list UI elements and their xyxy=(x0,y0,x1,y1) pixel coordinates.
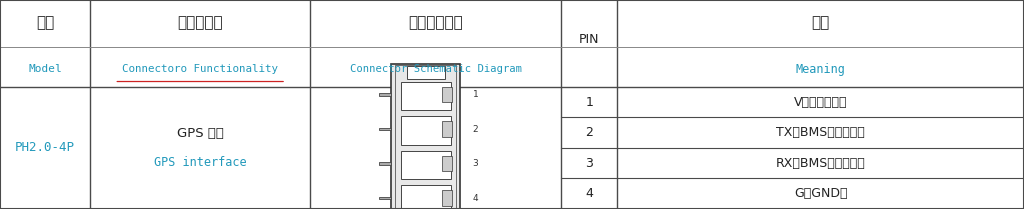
Text: Connector Schematic Diagram: Connector Schematic Diagram xyxy=(349,64,522,74)
Text: 1: 1 xyxy=(473,90,478,99)
Text: 接插件示意图: 接插件示意图 xyxy=(409,15,463,30)
Text: PIN: PIN xyxy=(579,33,600,46)
Bar xyxy=(407,66,444,79)
Bar xyxy=(441,121,452,137)
Text: 2: 2 xyxy=(473,125,478,134)
Bar xyxy=(391,64,461,209)
Text: GPS interface: GPS interface xyxy=(154,156,247,169)
Text: Connectoro Functionality: Connectoro Functionality xyxy=(122,64,279,74)
Text: 含义: 含义 xyxy=(812,15,829,30)
Bar xyxy=(379,128,391,130)
Bar xyxy=(379,93,391,96)
Text: Meaning: Meaning xyxy=(796,63,846,76)
Bar xyxy=(441,156,452,171)
Bar xyxy=(379,197,391,199)
Text: V（电池总正）: V（电池总正） xyxy=(794,96,848,108)
Bar xyxy=(441,190,452,206)
Text: PH2.0-4P: PH2.0-4P xyxy=(15,141,75,154)
Text: 接插件功能: 接插件功能 xyxy=(177,15,223,30)
Text: 3: 3 xyxy=(473,159,478,168)
Text: 1: 1 xyxy=(586,96,593,108)
Bar xyxy=(400,116,451,145)
Bar xyxy=(400,185,451,209)
Text: TX（BMS信号发送）: TX（BMS信号发送） xyxy=(776,126,865,139)
Text: GPS 接口: GPS 接口 xyxy=(177,127,223,140)
Bar xyxy=(395,65,457,209)
Text: 型号: 型号 xyxy=(36,15,54,30)
Bar xyxy=(400,82,451,110)
Bar xyxy=(400,151,451,179)
Text: RX（BMS信号接收）: RX（BMS信号接收） xyxy=(776,157,865,170)
Text: 2: 2 xyxy=(586,126,593,139)
Text: 3: 3 xyxy=(586,157,593,170)
Bar xyxy=(441,87,452,102)
Text: 4: 4 xyxy=(586,187,593,200)
Bar xyxy=(379,162,391,165)
Text: G（GND）: G（GND） xyxy=(794,187,848,200)
Text: Model: Model xyxy=(29,64,61,74)
Text: 4: 4 xyxy=(473,194,478,203)
